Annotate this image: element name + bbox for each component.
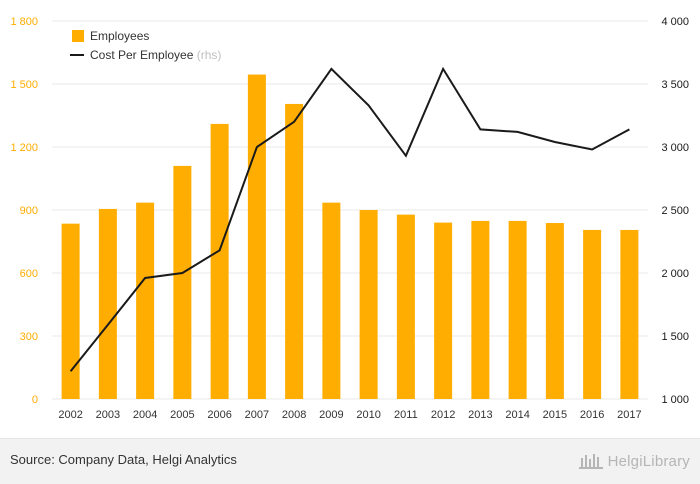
right-axis-tick-label: 3 000 — [661, 142, 689, 154]
x-axis-tick-label: 2009 — [319, 409, 343, 421]
right-axis-tick-label: 1 000 — [661, 394, 689, 406]
x-axis-tick-label: 2016 — [580, 409, 604, 421]
x-axis-ticks: 2002 2003 2004 2005 2006 2007 2008 2009 2010 2011… — [58, 409, 641, 421]
cost-per-employee-line — [69, 66, 630, 372]
left-axis-ticks: 0 300 600 900 1 200 1 500 1 800 — [10, 16, 38, 406]
right-axis-ticks: 1 000 1 500 2 000 2 500 3 000 3 500 4 000 — [661, 16, 689, 406]
right-axis-tick-label: 4 000 — [661, 16, 689, 28]
bar-employees-2014 — [508, 220, 527, 399]
bar-employees-2017 — [620, 229, 639, 399]
line-cost-per-employee — [69, 66, 630, 372]
left-axis-tick-label: 900 — [20, 205, 38, 217]
x-axis-tick-label: 2002 — [58, 409, 82, 421]
x-axis-tick-label: 2015 — [543, 409, 567, 421]
legend-label-employees: Employees — [90, 29, 149, 43]
left-axis-tick-label: 300 — [20, 331, 38, 343]
x-axis-tick-label: 2003 — [96, 409, 120, 421]
right-axis-tick-label: 1 500 — [661, 331, 689, 343]
bar-employees-2011 — [396, 214, 415, 399]
bar-employees-2015 — [545, 223, 564, 399]
x-axis-tick-label: 2004 — [133, 409, 157, 421]
library-icon — [578, 454, 603, 469]
x-axis-tick-label: 2006 — [207, 409, 231, 421]
x-axis-tick-label: 2013 — [468, 409, 492, 421]
left-axis-tick-label: 0 — [32, 394, 38, 406]
bar-employees-2008 — [285, 103, 304, 399]
bar-employees-2012 — [434, 222, 453, 399]
left-axis-tick-label: 600 — [20, 268, 38, 280]
bar-employees-2003 — [98, 208, 117, 399]
bar-employees-2005 — [173, 165, 192, 399]
source-note: Source: Company Data, Helgi Analytics — [10, 452, 237, 467]
x-axis-tick-label: 2007 — [245, 409, 269, 421]
bar-employees-2006 — [210, 123, 229, 400]
right-axis-tick-label: 3 500 — [661, 79, 689, 91]
left-axis-tick-label: 1 800 — [10, 16, 38, 28]
bar-employees-2010 — [359, 210, 378, 399]
x-axis-tick-label: 2014 — [505, 409, 529, 421]
bar-employees-2009 — [322, 202, 341, 399]
x-axis-tick-label: 2010 — [356, 409, 380, 421]
bar-employees-2013 — [471, 220, 490, 399]
right-axis-tick-label: 2 000 — [661, 268, 689, 280]
bar-employees-2016 — [583, 229, 602, 399]
left-axis-tick-label: 1 500 — [10, 79, 38, 91]
x-axis-tick-label: 2005 — [170, 409, 194, 421]
logo-text: HelgiLibrary — [607, 452, 690, 470]
x-axis-tick-label: 2008 — [282, 409, 306, 421]
footer: Source: Company Data, Helgi Analytics He… — [0, 438, 700, 484]
left-axis-tick-label: 1 200 — [10, 142, 38, 154]
x-axis-tick-label: 2017 — [617, 409, 641, 421]
helgi-library-logo[interactable]: HelgiLibrary — [578, 450, 690, 472]
right-axis-tick-label: 2 500 — [661, 205, 689, 217]
bar-employees-2002 — [61, 223, 80, 399]
employees-bars — [61, 74, 639, 400]
x-axis-tick-label: 2011 — [394, 409, 418, 421]
bar-employees-2007 — [247, 74, 266, 400]
bar-employees-2004 — [136, 202, 155, 399]
legend-swatch-employees — [72, 30, 84, 42]
x-axis-tick-label: 2012 — [431, 409, 455, 421]
legend-label-cost-per-employee: Cost Per Employee (rhs) — [90, 48, 221, 62]
legend: Employees Cost Per Employee (rhs) — [70, 29, 221, 62]
